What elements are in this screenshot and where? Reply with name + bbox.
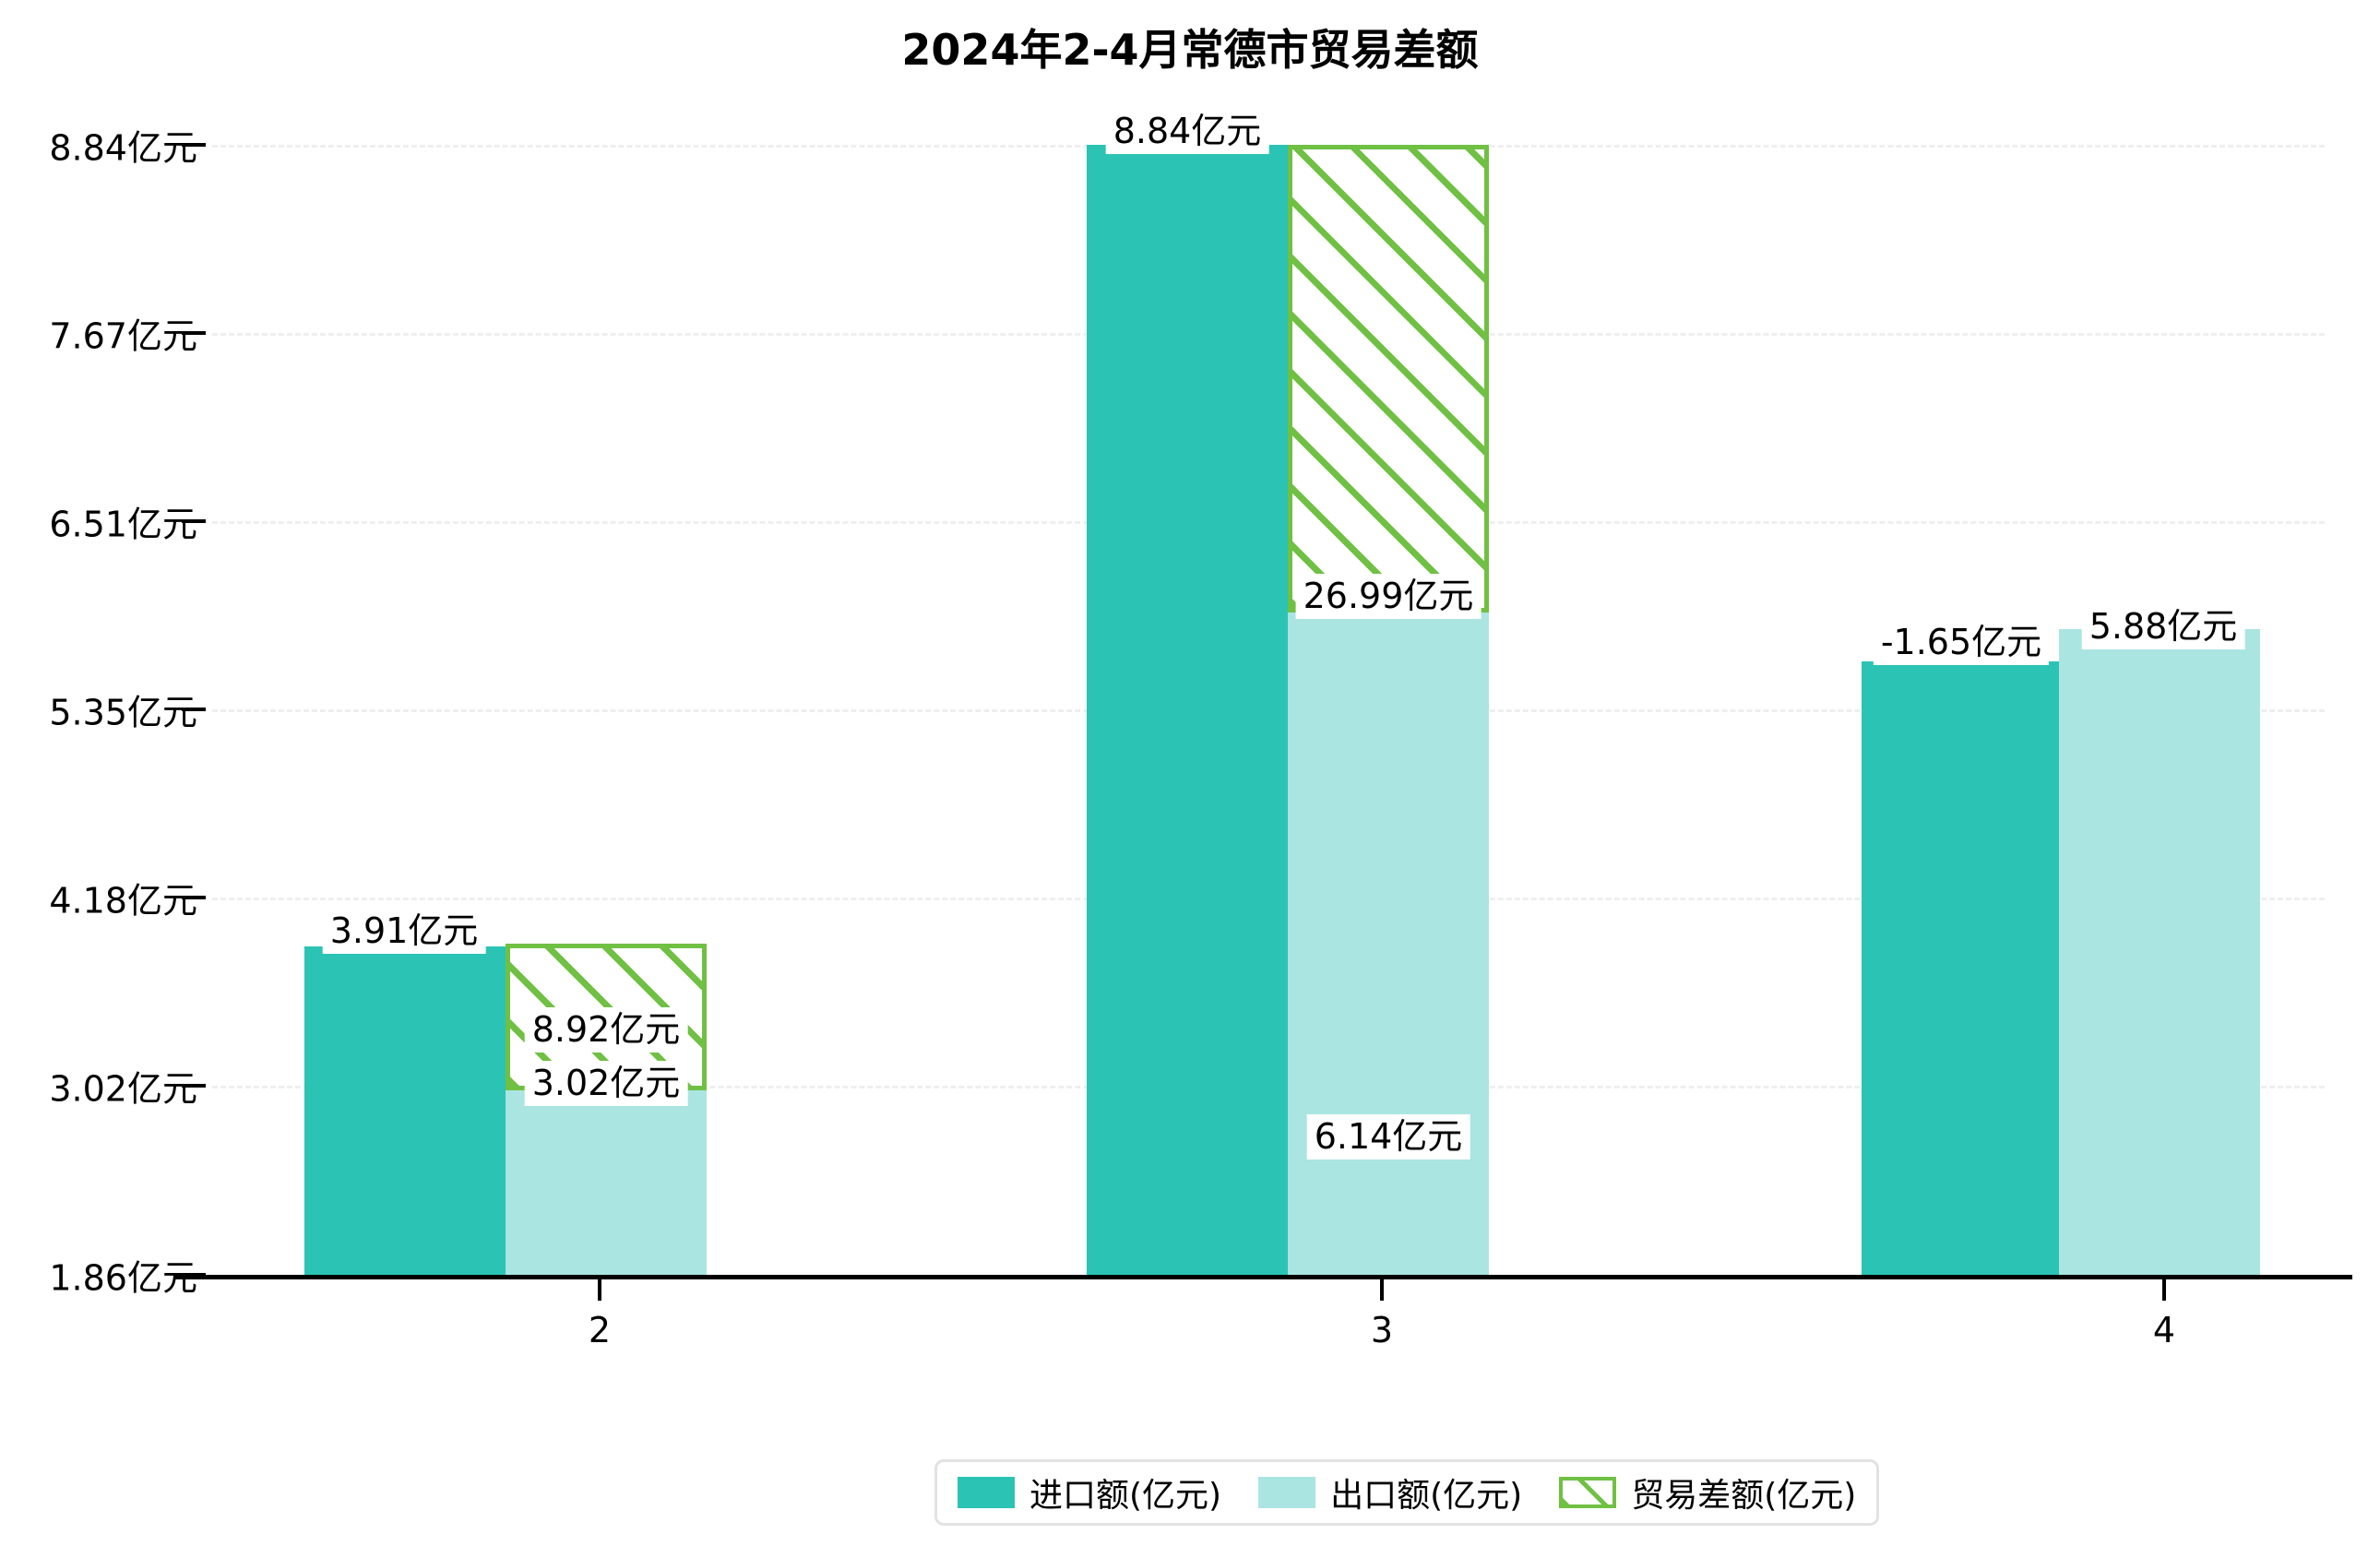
y-tick-mark-0 [182,143,206,147]
bar-export-3[interactable] [1288,612,1489,1275]
value-label-diff-2: 8.92亿元 [524,1007,688,1053]
legend-label-import: 进口额(亿元) [1029,1477,1222,1515]
x-tick-mark-4 [2162,1275,2166,1301]
x-axis-line [175,1275,2352,1279]
y-tick-label-884: 8.84亿元 [49,127,197,169]
legend-swatch-diff-icon [1559,1477,1617,1508]
bar-import-4[interactable] [1862,661,2059,1275]
value-label-export-2: 3.02亿元 [524,1061,688,1106]
y-tick-mark-1 [182,331,206,335]
y-tick-mark-3 [182,708,206,711]
x-tick-label-2: 2 [588,1310,612,1350]
legend-swatch-export-icon [1258,1477,1316,1508]
x-tick-mark-3 [1380,1275,1384,1301]
legend-label-diff: 贸易差额(亿元) [1631,1477,1857,1515]
chart-title: 2024年2-4月常德市贸易差额 [901,25,1479,75]
y-tick-mark-4 [182,896,206,899]
y-tick-mark-2 [182,519,206,523]
y-tick-label-767: 7.67亿元 [49,315,197,357]
value-label-diff-3: 26.99亿元 [1295,574,1482,619]
value-label-export-4: 5.88亿元 [2081,604,2245,649]
x-tick-mark-2 [598,1275,601,1301]
y-tick-label-186: 1.86亿元 [49,1257,197,1299]
legend-label-export: 出口额(亿元) [1330,1477,1523,1515]
bar-export-2[interactable] [506,1086,707,1275]
y-tick-label-535: 5.35亿元 [49,692,197,733]
value-label-import-4: -1.65亿元 [1873,620,2050,665]
bar-export-4[interactable] [2059,629,2260,1275]
x-tick-label-4: 4 [2152,1310,2176,1350]
y-tick-mark-5 [182,1084,206,1088]
y-tick-label-418: 4.18亿元 [49,880,197,922]
y-tick-label-302: 3.02亿元 [49,1068,197,1110]
bar-diff-3[interactable] [1288,145,1489,612]
bar-import-3[interactable] [1087,145,1288,1275]
legend-swatch-import-icon [958,1477,1015,1508]
x-tick-label-3: 3 [1370,1310,1394,1350]
value-label-export-3: 6.14亿元 [1306,1114,1470,1160]
y-tick-label-651: 6.51亿元 [49,504,197,545]
value-label-import-3: 8.84亿元 [1105,109,1269,154]
bar-import-2[interactable] [304,946,506,1275]
legend: 进口额(亿元) 出口额(亿元) 贸易差额(亿元) [934,1459,1880,1526]
legend-item-import[interactable]: 进口额(亿元) [958,1469,1221,1516]
value-label-import-2: 3.91亿元 [322,909,486,954]
legend-item-diff[interactable]: 贸易差额(亿元) [1559,1469,1856,1516]
legend-item-export[interactable]: 出口额(亿元) [1258,1469,1522,1516]
